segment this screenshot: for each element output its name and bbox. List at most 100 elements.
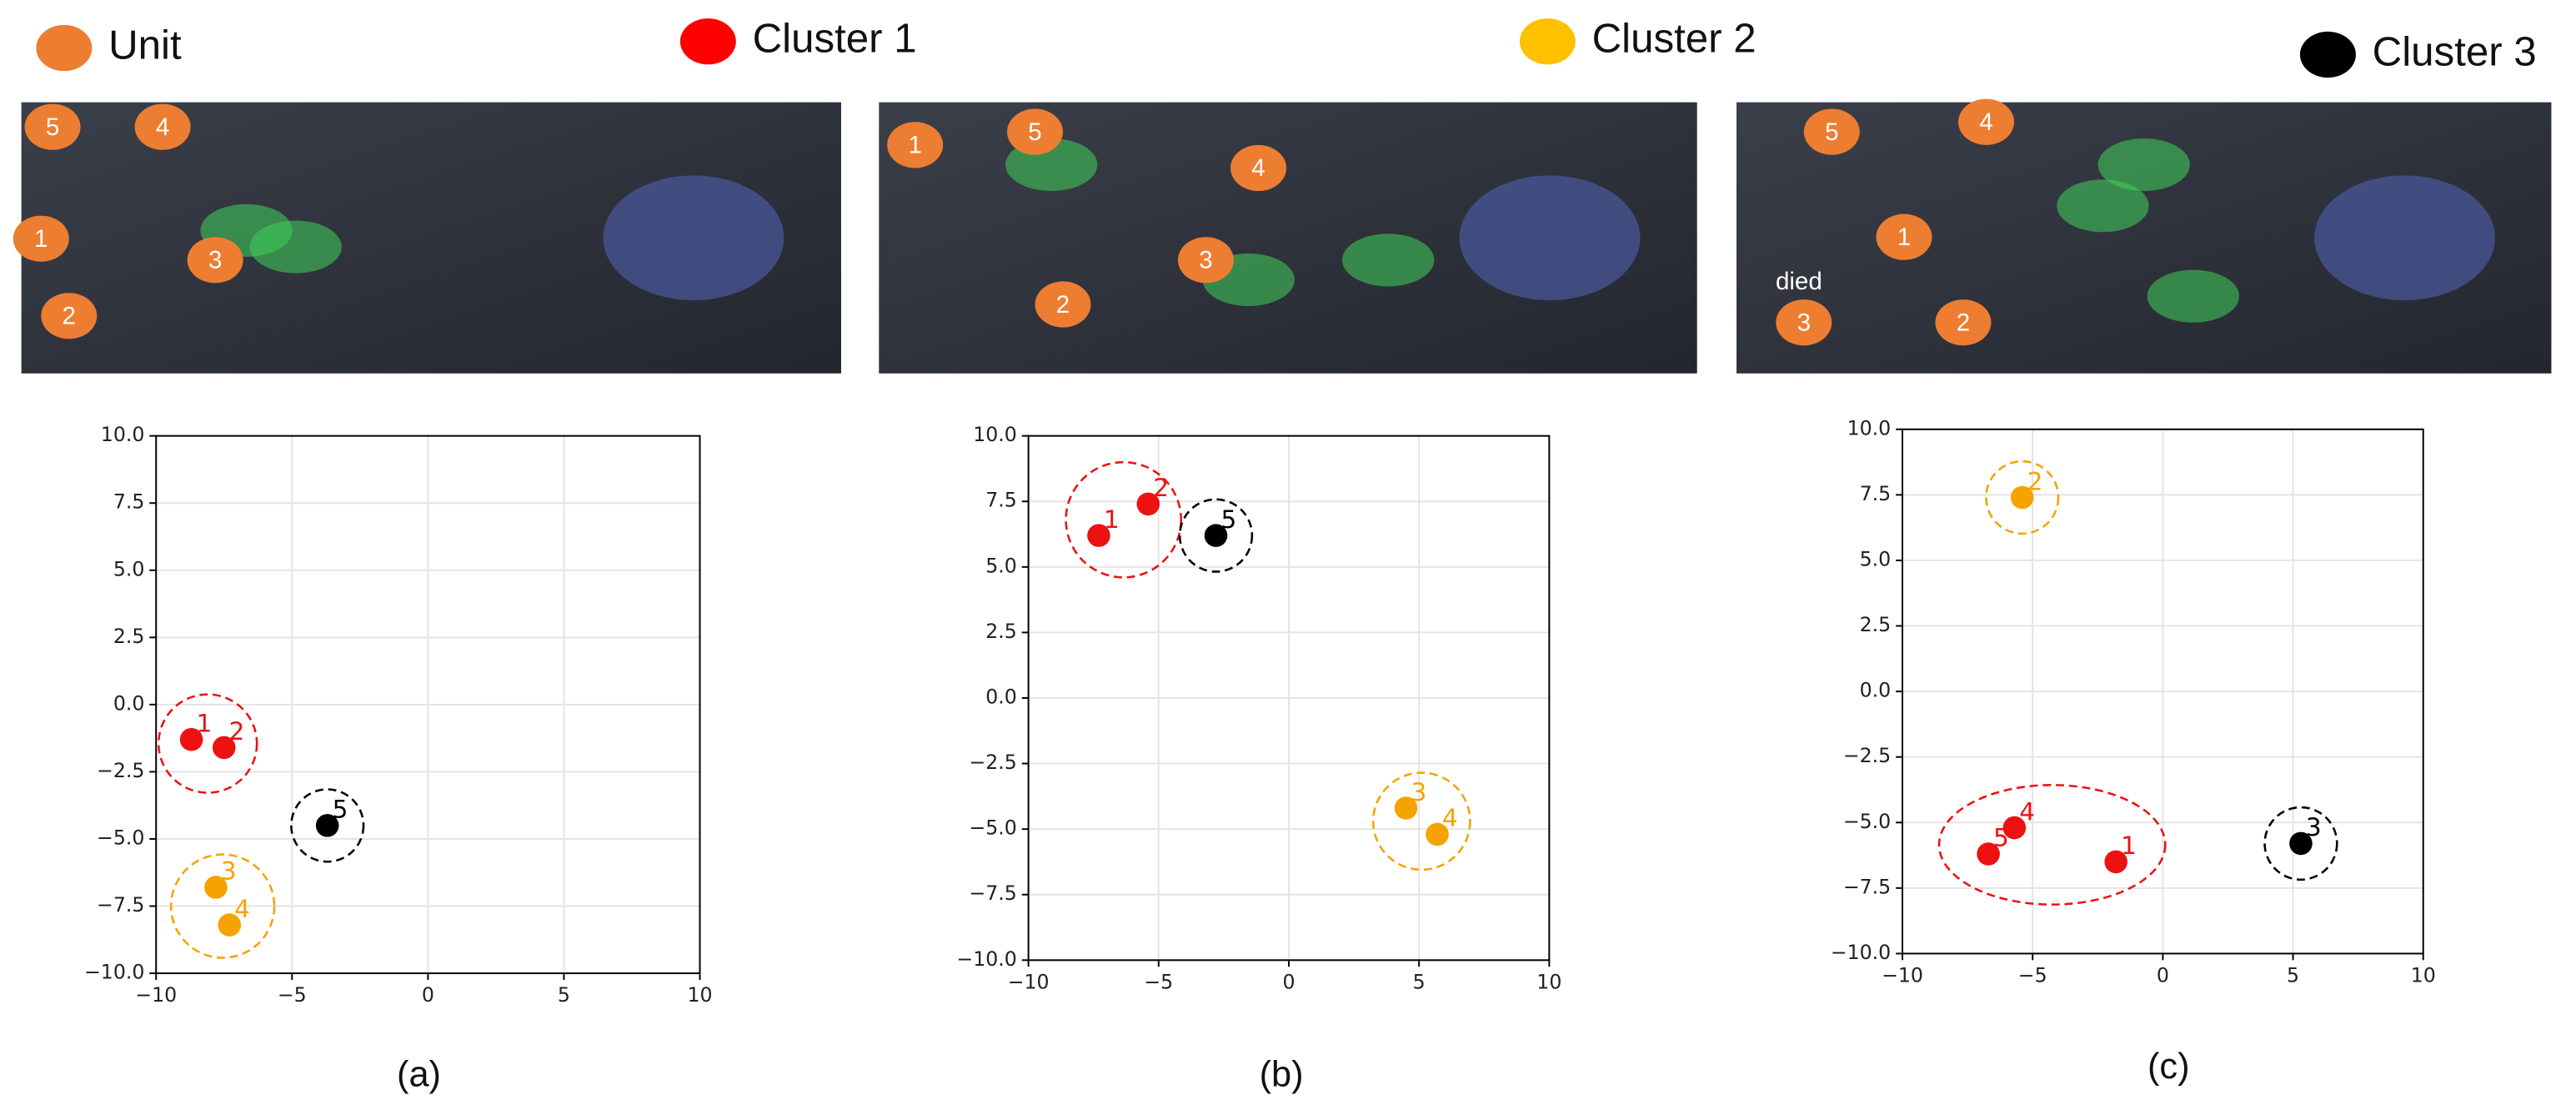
y-tick-label: −7.5 — [1843, 875, 1891, 898]
y-tick-label: −7.5 — [969, 881, 1016, 905]
cluster-boundary — [1985, 460, 2060, 535]
x-tick-label: 5 — [558, 983, 570, 1007]
point-label: 5 — [333, 796, 348, 824]
x-tick-label: −10 — [1008, 970, 1050, 993]
point-label: 5 — [1993, 824, 2009, 852]
x-tick-label: −5 — [2018, 964, 2047, 987]
unit-label: 4 — [1979, 108, 1992, 136]
x-tick-label: 10 — [2411, 964, 2436, 987]
legend-label: Cluster 3 — [2373, 28, 2537, 74]
enemy-units — [2314, 175, 2495, 301]
cluster-boundary — [1065, 460, 1183, 579]
unit-marker — [1230, 144, 1287, 192]
y-tick-label: −2.5 — [1843, 744, 1891, 767]
point — [2104, 850, 2127, 874]
x-tick-label: 0 — [1282, 970, 1295, 993]
y-tick-label: −2.5 — [969, 751, 1016, 774]
y-tick-label: 2.5 — [113, 625, 145, 648]
y-tick-label: 7.5 — [985, 489, 1017, 512]
x-tick-label: 0 — [2157, 964, 2169, 987]
unit-marker — [1007, 108, 1064, 155]
cluster-boundary — [157, 693, 258, 794]
y-tick-label: −2.5 — [97, 759, 144, 782]
y-tick-label: −5.0 — [969, 816, 1016, 840]
y-tick-label: 10.0 — [101, 423, 145, 446]
unit-label: 4 — [156, 113, 169, 141]
point — [1087, 524, 1110, 547]
unit-marker — [187, 237, 243, 284]
point-label: 1 — [1104, 505, 1120, 534]
y-tick-label: −10.0 — [1831, 941, 1891, 964]
point-label: 1 — [2121, 831, 2137, 860]
unit-label: 1 — [34, 225, 48, 253]
y-tick-label: 7.5 — [1860, 482, 1892, 505]
legend-label: Cluster 2 — [1592, 16, 1757, 62]
point — [179, 727, 203, 751]
y-tick-label: −5.0 — [97, 826, 144, 849]
unit-marker — [41, 293, 98, 339]
y-tick-label: 10.0 — [973, 423, 1017, 446]
effect — [2057, 179, 2149, 233]
unit-label: 3 — [1797, 309, 1811, 336]
legend-swatch — [2299, 31, 2356, 78]
cluster-boundary — [1178, 498, 1254, 573]
effect — [2097, 138, 2190, 192]
y-tick-label: 2.5 — [1860, 613, 1892, 636]
point-label: 4 — [234, 895, 250, 923]
cluster-boundary — [169, 853, 276, 959]
point — [2010, 485, 2034, 510]
y-tick-label: 5.0 — [1860, 547, 1892, 570]
y-tick-label: −7.5 — [97, 893, 144, 917]
point — [1204, 524, 1228, 547]
legend-swatch — [679, 18, 736, 65]
y-tick-label: −10.0 — [956, 947, 1016, 971]
cluster-boundary — [1371, 771, 1471, 871]
unit-marker — [1958, 98, 2015, 145]
unit-label: 4 — [1251, 154, 1265, 182]
unit-label: 1 — [1897, 224, 1911, 251]
x-tick-label: 5 — [1413, 970, 1426, 993]
legend-label: Unit — [108, 23, 182, 68]
point — [218, 913, 242, 937]
y-tick-label: −10.0 — [84, 961, 144, 984]
unit-marker — [1177, 237, 1234, 284]
x-tick-label: 10 — [687, 983, 712, 1007]
caption: (b) — [1260, 1055, 1304, 1095]
point-label: 2 — [2027, 467, 2043, 495]
point — [1977, 842, 2000, 866]
x-tick-label: 5 — [2287, 964, 2299, 987]
unit-marker — [1876, 213, 1932, 260]
point — [2002, 816, 2027, 840]
x-tick-label: 0 — [422, 983, 434, 1007]
point-label: 1 — [197, 710, 213, 738]
unit-label: 3 — [1199, 247, 1212, 274]
caption: (c) — [2148, 1047, 2190, 1087]
y-tick-label: 10.0 — [1847, 416, 1892, 439]
unit-marker — [887, 122, 944, 168]
point-label: 4 — [2019, 797, 2035, 826]
point-label: 5 — [1220, 505, 1236, 534]
cluster-boundary — [2263, 806, 2338, 881]
point-label: 4 — [1442, 804, 1458, 832]
y-tick-label: 2.5 — [985, 620, 1017, 643]
x-tick-label: −10 — [135, 983, 177, 1007]
y-tick-label: 7.5 — [113, 490, 145, 514]
y-tick-label: 0.0 — [1860, 679, 1892, 702]
legend-swatch — [36, 25, 93, 72]
y-tick-label: 0.0 — [113, 691, 145, 715]
effect — [2147, 269, 2240, 323]
unit-marker — [1803, 108, 1860, 155]
point-label: 2 — [1153, 474, 1169, 502]
point-label: 3 — [221, 857, 237, 886]
axes-frame — [1027, 434, 1551, 962]
point — [1136, 492, 1160, 516]
point-label: 3 — [2306, 813, 2322, 841]
unit-marker — [1935, 299, 1992, 346]
point — [315, 814, 339, 837]
cluster-boundary — [1937, 784, 2167, 906]
point — [1426, 822, 1449, 846]
enemy-units — [603, 175, 784, 301]
cluster-boundary — [290, 788, 365, 863]
unit-label: 3 — [208, 247, 222, 274]
